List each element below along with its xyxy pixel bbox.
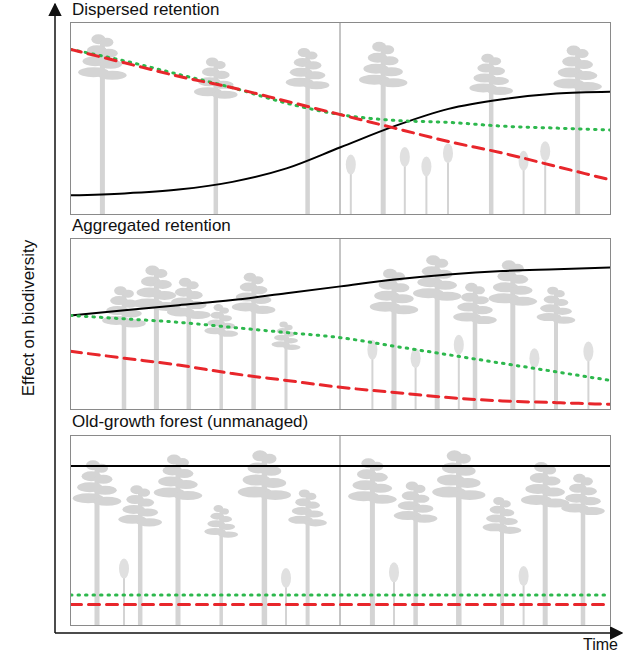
html-text:Dispersed retention: Dispersed retention [72,0,220,19]
svg-text:Effect on biodiversity: Effect on biodiversity [19,239,38,396]
html-text:Old-growth forest (unmanaged): Old-growth forest (unmanaged) [72,412,309,431]
html-text:Aggregated retention: Aggregated retention [72,216,231,235]
svg-text:Time: Time [583,636,618,653]
